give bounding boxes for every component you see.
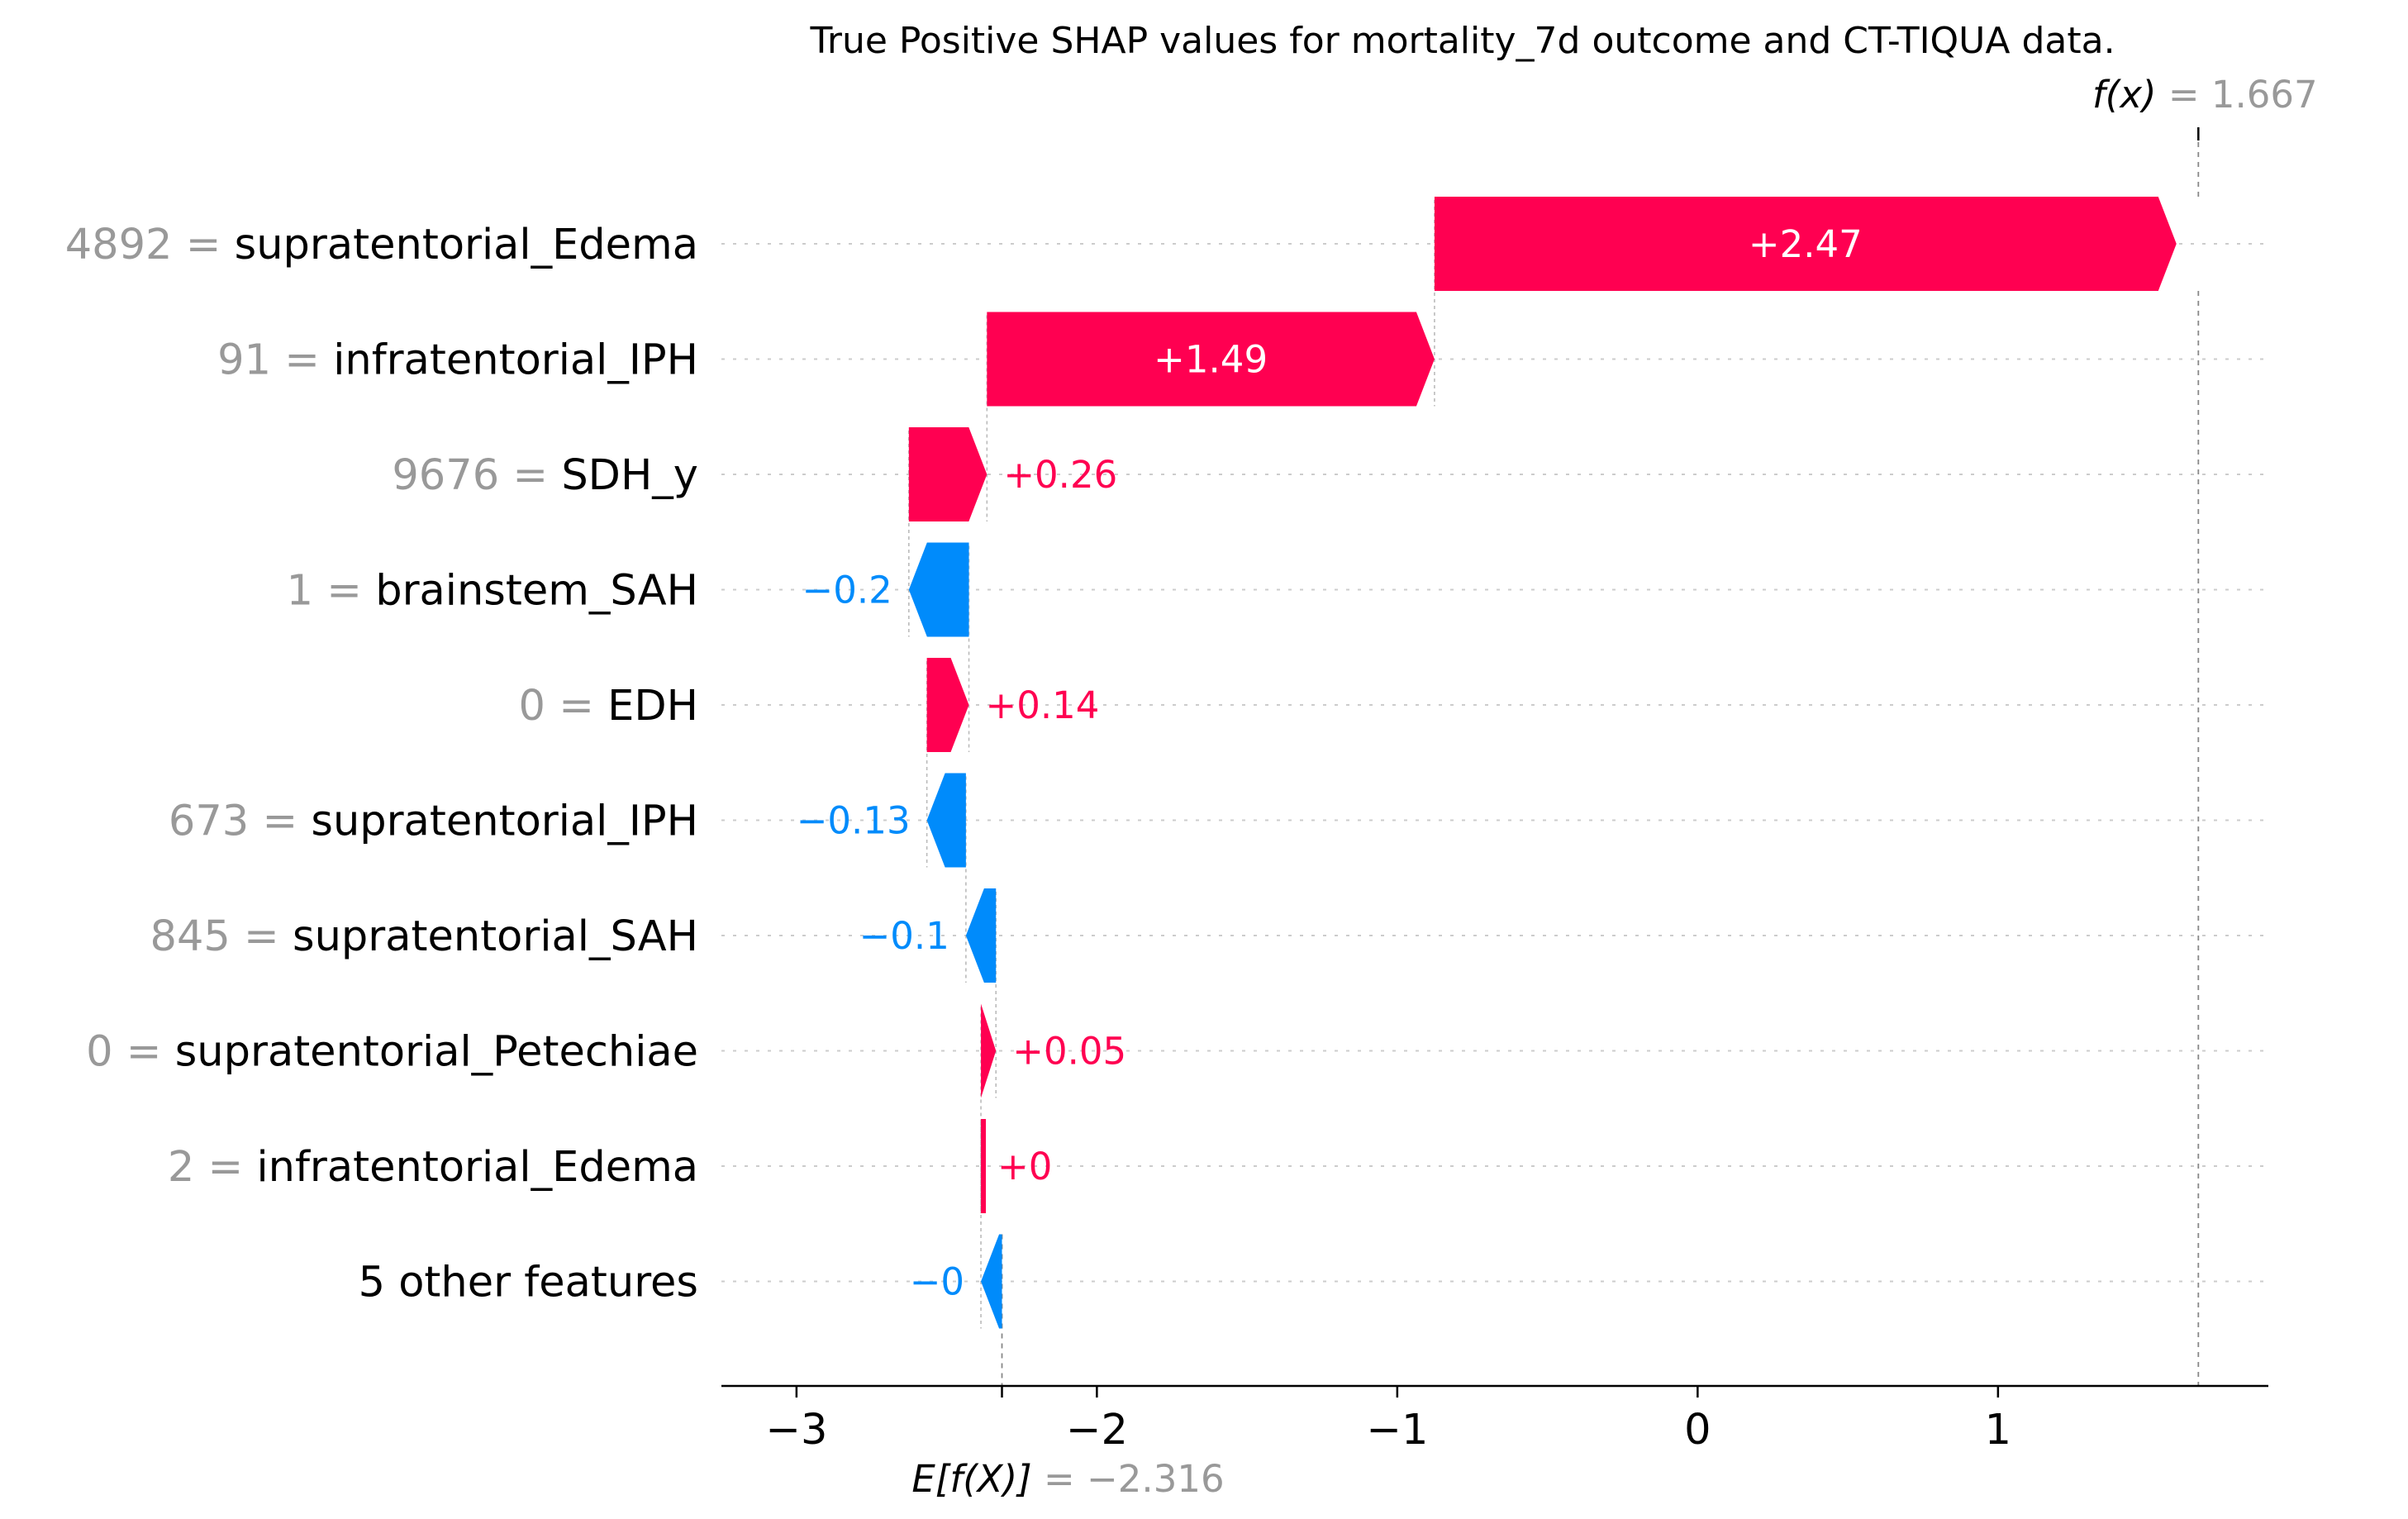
bar-value-label: −0.1 [859,914,949,958]
bar-positive [981,1119,987,1213]
feature-value: 4892 = [65,221,235,269]
bar-value-label: +1.49 [1154,338,1268,382]
feature-value: 1 = [287,567,376,616]
feature-value: 845 = [150,912,293,961]
feature-value: 2 = [168,1143,257,1192]
feature-label: 5 other features [359,1259,698,1307]
bar-positive [908,427,987,521]
feature-label: 0 = supratentorial_Petechiae [86,1028,698,1077]
bar-value-label: +0.05 [1012,1030,1126,1074]
x-tick-label: 0 [1684,1406,1711,1455]
feature-name: supratentorial_Edema [235,221,698,269]
bar-positive [987,312,1435,407]
bar-positive [981,1003,997,1098]
bar-positive [1434,197,2177,291]
feature-name: supratentorial_IPH [311,798,698,846]
feature-label: 673 = supratentorial_IPH [169,798,698,846]
bar-negative [908,542,969,637]
base-value-annotation: E[f(X)] = −2.316 [911,1457,1224,1501]
bar-value-label: +0.26 [1003,453,1117,497]
feature-label: 4892 = supratentorial_Edema [65,221,698,269]
bar-value-label: +0.14 [986,683,1100,727]
feature-label: 0 = EDH [519,682,698,731]
feature-value: 673 = [169,798,312,846]
bar-negative [981,1234,1002,1329]
bar-negative [965,888,997,983]
bar-value-label: +0 [997,1145,1052,1188]
feature-label: 1 = brainstem_SAH [287,567,698,616]
feature-value: 9676 = [392,451,561,500]
output-value-annotation: f(x) = 1.667 [2092,73,2318,117]
bars [908,197,2177,1329]
feature-label: 2 = infratentorial_Edema [168,1143,698,1192]
feature-name: supratentorial_SAH [293,912,698,961]
feature-value: 0 = [86,1028,175,1077]
x-axis: −3 −2 −1 0 1 [721,127,2268,1455]
feature-label: 9676 = SDH_y [392,451,698,500]
feature-labels: +2.47 4892 = supratentorial_Edema +1.49 91 … [65,221,1863,1307]
bar-value-label: −0.2 [802,569,892,612]
bar-value-label: −0 [910,1260,964,1304]
x-tick-label: −2 [1066,1406,1128,1455]
base-value-symbol: E[f(X)] [911,1457,1044,1501]
bar-value-label: +2.47 [1749,222,1863,266]
feature-name: infratentorial_IPH [333,336,698,385]
feature-label: 845 = supratentorial_SAH [150,912,699,961]
bar-negative [926,773,966,868]
chart-title: True Positive SHAP values for mortality_… [809,20,2115,62]
feature-name: supratentorial_Petechiae [175,1028,698,1077]
feature-value: 0 = [519,682,608,731]
bar-positive [926,658,969,752]
annotations: E[f(X)] = −2.316 f(x) = 1.667 [911,73,2317,1501]
x-tick-label: −1 [1366,1406,1428,1455]
x-tick-label: 1 [1985,1406,2011,1455]
output-value-symbol: f(x) [2092,73,2168,117]
output-value-number: = 1.667 [2168,73,2318,117]
base-value-number: = −2.316 [1044,1457,1225,1501]
feature-name: infratentorial_Edema [256,1143,698,1192]
reference-lines [1001,132,2200,1386]
feature-value: 91 = [217,336,333,385]
feature-name: brainstem_SAH [375,567,698,616]
feature-name: SDH_y [561,451,698,500]
row-gridlines [721,243,2268,1283]
bar-value-label: −0.13 [797,799,911,843]
feature-name: EDH [607,682,698,731]
x-tick-label: −3 [765,1406,827,1455]
feature-name: 5 other features [359,1259,698,1307]
feature-label: 91 = infratentorial_IPH [217,336,698,385]
